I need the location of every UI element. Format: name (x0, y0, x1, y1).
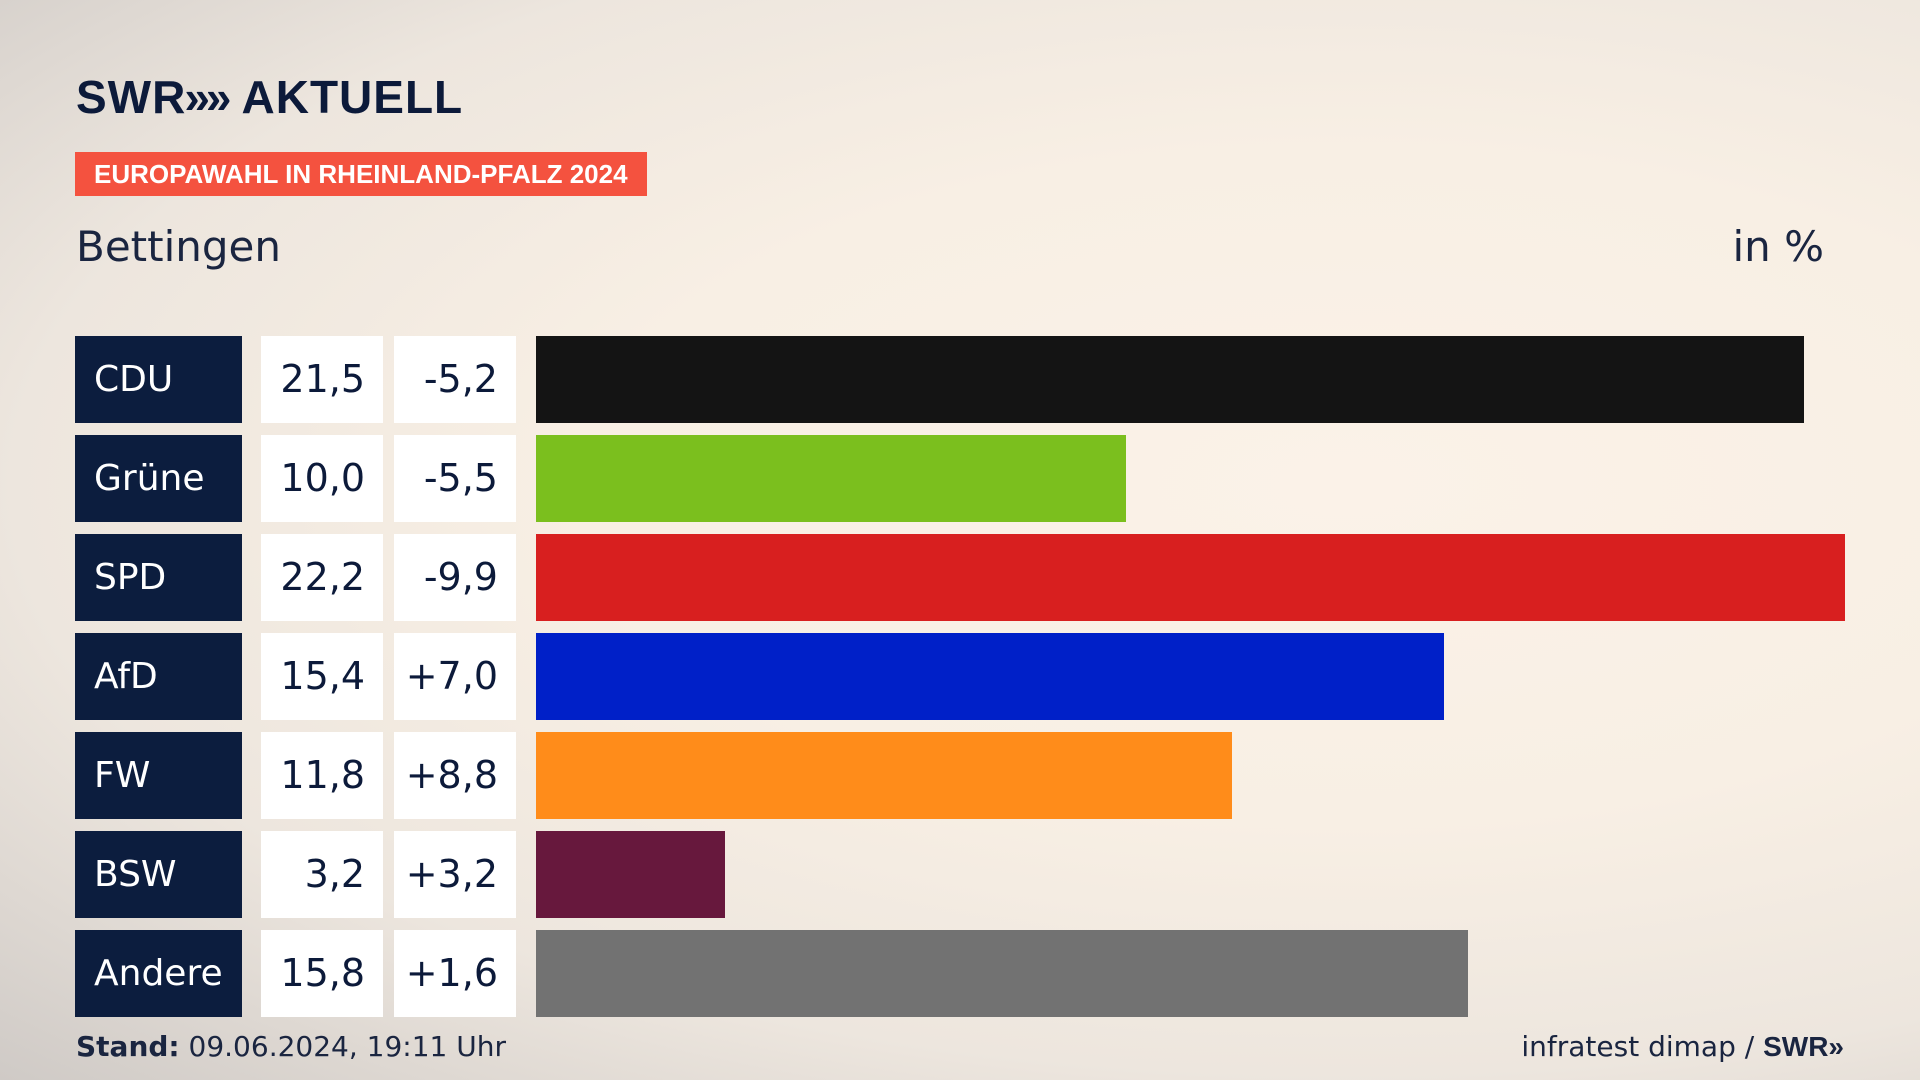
footer-source: infratest dimap / SWR» (1521, 1030, 1844, 1063)
party-label: CDU (75, 336, 242, 423)
bar (536, 633, 1444, 720)
chart-row: CDU 21,5 -5,2 (75, 336, 1845, 423)
bar (536, 831, 725, 918)
data-label: 3,2 (261, 831, 383, 918)
party-label: Andere (75, 930, 242, 1017)
party-label: Grüne (75, 435, 242, 522)
data-label: 15,4 (261, 633, 383, 720)
chart-row: SPD 22,2 -9,9 (75, 534, 1845, 621)
change-label: +8,8 (394, 732, 516, 819)
source-text: infratest dimap / (1521, 1030, 1764, 1063)
logo-arrows-icon-2: » (205, 71, 231, 123)
logo-swr-text: SWR (76, 71, 187, 123)
change-label: +1,6 (394, 930, 516, 1017)
change-label: +3,2 (394, 831, 516, 918)
party-label: SPD (75, 534, 242, 621)
stand-label: Stand: (76, 1030, 180, 1063)
election-badge: EUROPAWAHL IN RHEINLAND-PFALZ 2024 (75, 152, 647, 196)
data-label: 15,8 (261, 930, 383, 1017)
chart-row: Grüne 10,0 -5,5 (75, 435, 1845, 522)
place-title: Bettingen (76, 222, 281, 271)
bar (536, 930, 1468, 1017)
swr-aktuell-logo: SWR»» AKTUELL (76, 70, 463, 124)
change-label: -9,9 (394, 534, 516, 621)
logo-arrows-icon: » (184, 71, 209, 123)
bar (536, 336, 1804, 423)
change-label: +7,0 (394, 633, 516, 720)
logo-aktuell-text: AKTUELL (241, 71, 464, 123)
results-chart: CDU 21,5 -5,2 Grüne 10,0 -5,5 SPD 22,2 -9,9 AfD 15… (75, 336, 1845, 1029)
party-label: BSW (75, 831, 242, 918)
bar (536, 435, 1126, 522)
bar (536, 732, 1232, 819)
data-label: 22,2 (261, 534, 383, 621)
change-label: -5,2 (394, 336, 516, 423)
chart-row: BSW 3,2 +3,2 (75, 831, 1845, 918)
party-label: FW (75, 732, 242, 819)
footer-stand: Stand: 09.06.2024, 19:11 Uhr (76, 1030, 506, 1063)
party-label: AfD (75, 633, 242, 720)
unit-label: in % (1732, 222, 1824, 271)
bar (536, 534, 1845, 621)
source-swr-logo: SWR» (1763, 1031, 1844, 1062)
chart-row: Andere 15,8 +1,6 (75, 930, 1845, 1017)
change-label: -5,5 (394, 435, 516, 522)
data-label: 10,0 (261, 435, 383, 522)
stand-value: 09.06.2024, 19:11 Uhr (188, 1030, 506, 1063)
chart-row: FW 11,8 +8,8 (75, 732, 1845, 819)
data-label: 21,5 (261, 336, 383, 423)
data-label: 11,8 (261, 732, 383, 819)
chart-row: AfD 15,4 +7,0 (75, 633, 1845, 720)
